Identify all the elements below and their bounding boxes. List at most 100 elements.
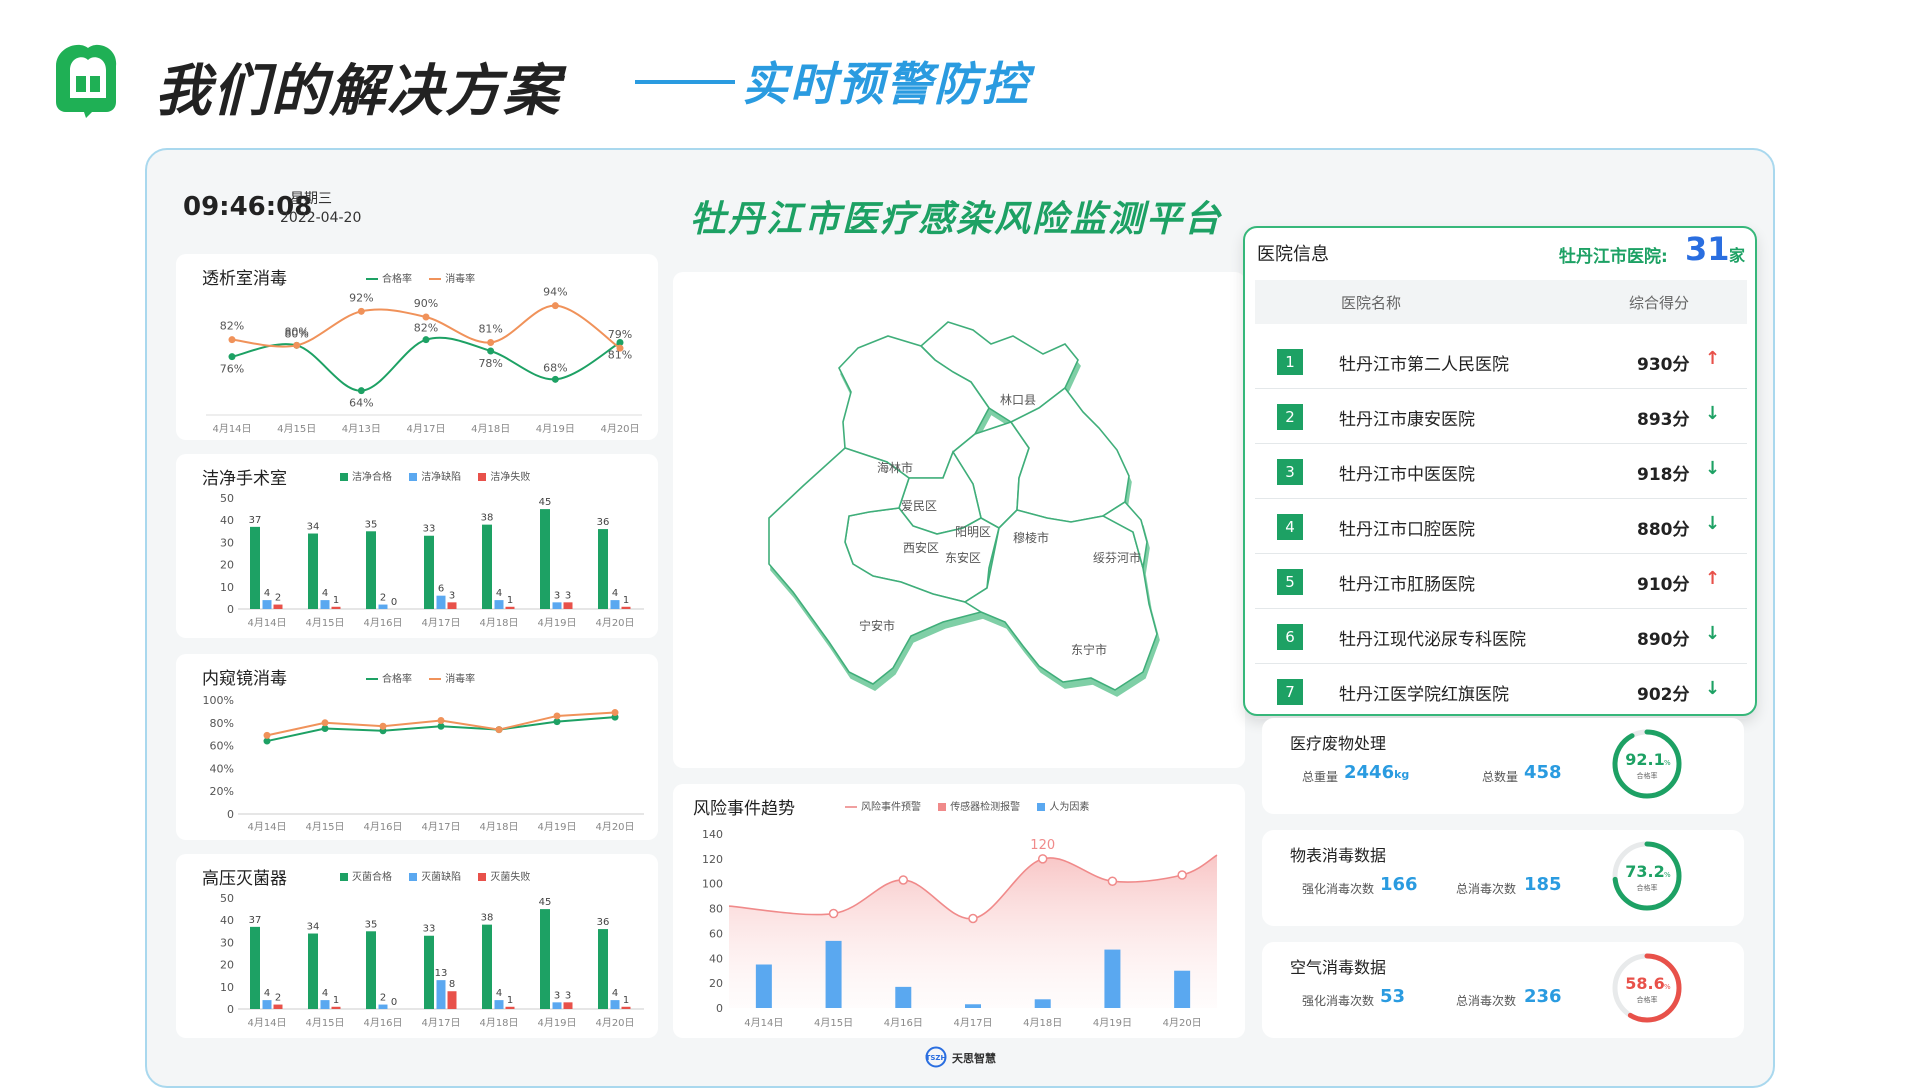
- x-tick-label: 4月18日: [479, 617, 518, 629]
- map-region: [1101, 500, 1148, 569]
- legend-item: 灭菌失败: [478, 872, 530, 883]
- data-point: [1037, 854, 1048, 864]
- data-point: [263, 731, 271, 739]
- bar-value-label: 34: [307, 922, 320, 933]
- hospital-name: 牡丹江医学院红旗医院: [1339, 685, 1509, 705]
- autoclave-panel: 高压灭菌器 灭菌合格 灭菌缺陷 灭菌失败 50 40 30 20 10 0 37 4 2 4月14…: [176, 854, 658, 1038]
- map-label: 东安区: [945, 550, 981, 565]
- bar-value-label: 35: [365, 919, 378, 930]
- data-point: [437, 717, 445, 725]
- y-tick-label: 40: [220, 514, 234, 527]
- table-row[interactable]: 1 牡丹江市第二人民医院 930分 ↑: [1255, 334, 1747, 389]
- y-tick-label: 20: [709, 977, 723, 990]
- data-label: 68%: [543, 361, 567, 374]
- data-point: [616, 344, 624, 352]
- x-tick-label: 4月20日: [600, 423, 639, 435]
- map-label: 东宁市: [1071, 642, 1107, 657]
- bar: [250, 926, 260, 1009]
- table-row[interactable]: 6 牡丹江现代泌尿专科医院 890分 ↓: [1255, 609, 1747, 664]
- table-row[interactable]: 4 牡丹江市口腔医院 880分 ↓: [1255, 499, 1747, 554]
- table-row[interactable]: 2 牡丹江市康安医院 893分 ↓: [1255, 389, 1747, 444]
- x-tick-label: 4月16日: [363, 617, 402, 629]
- bar: [331, 606, 341, 609]
- x-tick-label: 4月20日: [595, 1017, 634, 1029]
- stat-value: 236: [1524, 986, 1562, 1007]
- hospital-name: 牡丹江市口腔医院: [1339, 520, 1475, 540]
- clean-or-title: 洁净手术室: [202, 469, 287, 489]
- clean-or-panel: 洁净手术室 洁净合格 洁净缺陷 洁净失败 50 40 30 20 10 0 37 4 2 4月14…: [176, 454, 658, 638]
- bar: [447, 991, 457, 1009]
- table-row[interactable]: 7 牡丹江医学院红旗医院 902分 ↓: [1255, 664, 1747, 719]
- y-tick-label: 20: [220, 959, 234, 972]
- hospital-panel: 医院信息 牡丹江市医院: 31 家 医院名称 综合得分 1 牡丹江市第二人民医院 9…: [1243, 226, 1757, 719]
- x-tick-label: 4月14日: [247, 821, 286, 833]
- slide-subtitle: 实时预警防控: [742, 57, 1030, 111]
- col-header-name: 医院名称: [1341, 294, 1402, 312]
- bar-value-label: 1: [507, 595, 513, 606]
- hospital-name: 牡丹江市肛肠医院: [1339, 575, 1475, 595]
- data-point: [321, 725, 329, 732]
- y-tick-label: 20: [220, 559, 234, 572]
- map-label: 海林市: [877, 460, 913, 475]
- date: 2022-04-20: [280, 210, 362, 226]
- bar: [610, 600, 620, 609]
- rank-badge: 3: [1277, 459, 1303, 485]
- stat-label: 总重量: [1302, 770, 1339, 784]
- data-point: [1107, 876, 1118, 886]
- y-tick-label: 60: [709, 927, 723, 940]
- x-tick-label: 4月17日: [953, 1017, 992, 1029]
- x-tick-label: 4月19日: [536, 423, 575, 435]
- bar: [366, 931, 376, 1009]
- legend-item: 合格率: [366, 274, 412, 285]
- data-point: [495, 726, 503, 734]
- y-tick-label: 60%: [210, 740, 234, 753]
- x-tick-label: 4月20日: [1163, 1017, 1202, 1029]
- map-label: 阳明区: [955, 525, 991, 539]
- progress-ring: 58.6 % 合格率: [1612, 953, 1682, 1023]
- bar: [273, 1004, 283, 1009]
- data-label: 82%: [414, 322, 438, 335]
- bar: [308, 533, 318, 609]
- hospital-score: 893分: [1637, 410, 1690, 430]
- bar-value-label: 33: [423, 524, 436, 535]
- x-tick-label: 4月17日: [421, 617, 460, 629]
- stat-title: 物表消毒数据: [1290, 846, 1387, 865]
- bar-value-label: 4: [612, 988, 618, 999]
- bar-value-label: 1: [333, 995, 339, 1006]
- stat-label: 总消毒次数: [1456, 882, 1517, 896]
- bar: [1104, 949, 1121, 1008]
- bar: [250, 526, 260, 609]
- y-tick-label: 30: [220, 536, 234, 549]
- bar: [552, 1002, 562, 1009]
- arrow-down-icon: ↓: [1705, 513, 1721, 534]
- table-row[interactable]: 5 牡丹江市肛肠医院 910分 ↑: [1255, 554, 1747, 609]
- table-row[interactable]: 3 牡丹江市中医医院 918分 ↓: [1255, 444, 1747, 499]
- bar-value-label: 3: [565, 990, 571, 1001]
- bar: [621, 1006, 631, 1009]
- bar-value-label: 3: [449, 590, 455, 601]
- y-tick-label: 100%: [203, 694, 234, 707]
- bar: [482, 924, 492, 1009]
- stat-panel: 空气消毒数据 强化消毒次数 53 总消毒次数 236 58.6% 合格率: [1262, 942, 1744, 1038]
- map-region: [963, 500, 1158, 691]
- y-tick-label: 0: [227, 808, 234, 821]
- arrow-down-icon: ↓: [1705, 623, 1721, 644]
- region-map: 林口县 海林市 爱民区 阳明区 穆棱市 西安区 东安区 绥芬河市 宁安市 东宁市: [768, 321, 1158, 691]
- bar: [563, 1002, 573, 1009]
- map-label: 宁安市: [859, 618, 895, 633]
- x-tick-label: 4月16日: [363, 821, 402, 833]
- x-tick-label: 4月16日: [884, 1017, 923, 1029]
- data-label: 92%: [349, 291, 373, 304]
- bar-value-label: 2: [275, 993, 281, 1004]
- stat-value: 53: [1380, 986, 1406, 1007]
- stat-value: 166: [1380, 874, 1418, 895]
- rank-badge: 5: [1277, 569, 1303, 595]
- ring-label: 合格率: [1637, 995, 1658, 1004]
- platform-title: 牡丹江市医疗感染风险监测平台: [690, 199, 1223, 240]
- x-tick-label: 4月18日: [479, 1017, 518, 1029]
- data-point: [437, 722, 445, 730]
- bar: [308, 933, 318, 1009]
- stat-value: 2446kg: [1344, 762, 1410, 783]
- bar: [482, 524, 492, 609]
- bar: [494, 600, 504, 609]
